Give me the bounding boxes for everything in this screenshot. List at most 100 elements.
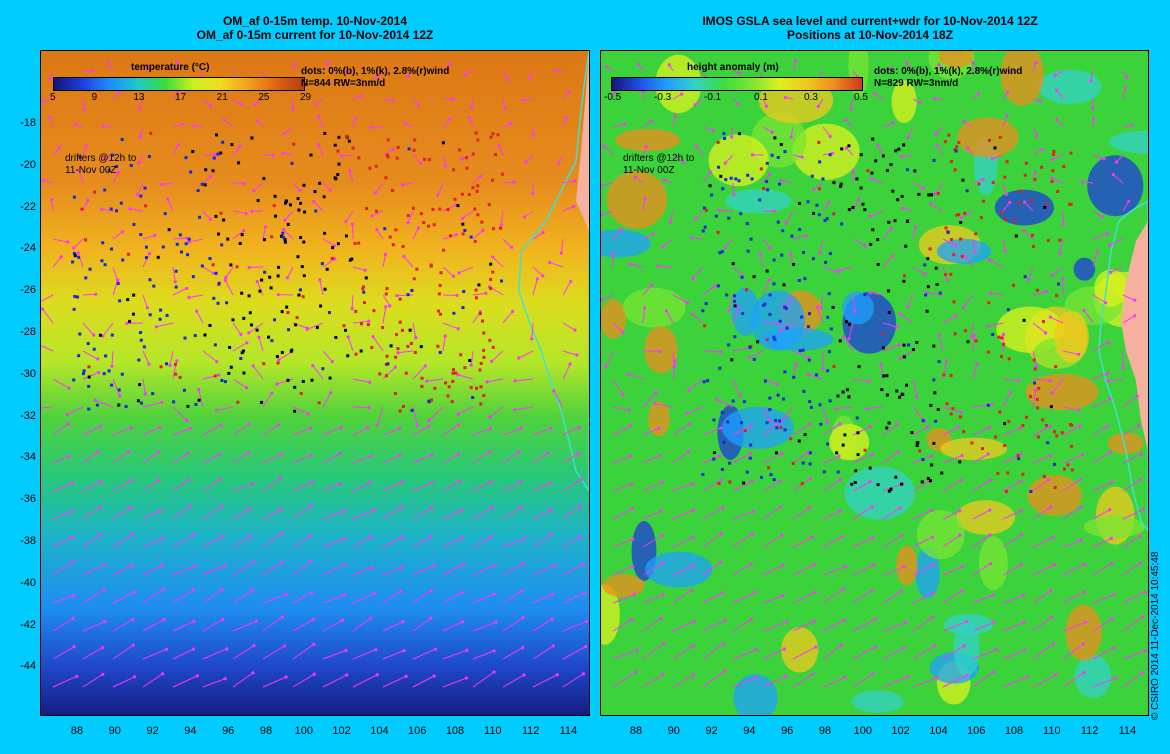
vector-head bbox=[175, 359, 179, 363]
current-vector bbox=[41, 294, 54, 302]
drifter-dot bbox=[900, 482, 904, 486]
drifter-dot bbox=[72, 307, 76, 311]
drifter-dot bbox=[1021, 423, 1025, 427]
current-vector bbox=[762, 564, 784, 576]
drifter-dot bbox=[894, 149, 898, 153]
drifter-dot bbox=[1041, 320, 1045, 324]
vector-head bbox=[784, 221, 788, 225]
current-vector bbox=[412, 507, 433, 520]
vector-head bbox=[342, 537, 346, 541]
drifter-dot bbox=[962, 430, 966, 434]
drifter-dot bbox=[963, 329, 967, 333]
current-vector bbox=[232, 589, 254, 604]
vector-head bbox=[406, 221, 410, 225]
current-vector bbox=[912, 480, 929, 492]
drifter-dot bbox=[781, 229, 785, 233]
current-vector bbox=[1092, 538, 1112, 548]
vector-head bbox=[513, 379, 517, 383]
drifter-dot bbox=[228, 345, 232, 349]
drifter-dot bbox=[344, 234, 348, 238]
current-vector bbox=[562, 478, 582, 492]
current-vector bbox=[172, 648, 194, 660]
drifter-dot bbox=[887, 220, 891, 224]
drifter-dot bbox=[496, 133, 500, 137]
vector-head bbox=[168, 363, 172, 367]
drifter-dot bbox=[269, 286, 273, 290]
current-vector bbox=[142, 564, 163, 576]
current-vector bbox=[382, 506, 402, 520]
temperature-map[interactable]: temperature (°C) 5 9 13 17 21 25 29 dots: 0%(b… bbox=[40, 50, 590, 716]
vector-head bbox=[456, 452, 461, 456]
vector-head bbox=[512, 180, 516, 184]
vector-head bbox=[933, 96, 937, 101]
drifter-dot bbox=[955, 213, 959, 217]
longitude-label: 104 bbox=[370, 725, 389, 737]
vector-head bbox=[865, 407, 869, 411]
drifter-dot bbox=[273, 318, 277, 322]
current-vector bbox=[502, 590, 523, 604]
current-vector bbox=[376, 229, 384, 240]
vector-head bbox=[890, 66, 894, 71]
drifter-dot bbox=[712, 457, 716, 461]
vector-head bbox=[657, 426, 661, 430]
drifter-dot bbox=[745, 222, 749, 226]
vector-head bbox=[819, 306, 823, 310]
vector-head bbox=[806, 372, 810, 377]
vector-head bbox=[869, 589, 874, 593]
current-vector bbox=[472, 451, 491, 464]
current-vector bbox=[942, 590, 962, 604]
drifter-dot bbox=[374, 164, 378, 168]
vector-head bbox=[868, 425, 872, 429]
drifter-dot bbox=[475, 189, 479, 193]
drifter-dot bbox=[749, 237, 753, 241]
vector-head bbox=[185, 451, 190, 455]
current-vector bbox=[167, 198, 174, 212]
vector-head bbox=[899, 534, 904, 538]
current-vector bbox=[442, 592, 462, 604]
drifter-dot bbox=[115, 165, 119, 169]
current-vector bbox=[562, 281, 572, 296]
current-vectors-right bbox=[601, 59, 1147, 688]
current-vector bbox=[612, 322, 624, 333]
drifter-dot bbox=[117, 388, 121, 392]
drifter-dot bbox=[296, 255, 300, 259]
current-vector bbox=[458, 266, 474, 274]
vector-head bbox=[630, 482, 634, 486]
vector-head bbox=[309, 591, 314, 595]
current-vector bbox=[822, 644, 842, 660]
sea-level-map[interactable]: height anomaly (m) -0.5 -0.3 -0.1 0.1 0.3 0.5… bbox=[600, 50, 1149, 716]
vector-head bbox=[281, 227, 286, 232]
drifter-dot bbox=[840, 222, 844, 226]
current-vector bbox=[202, 564, 226, 576]
vector-head bbox=[691, 312, 695, 316]
drifter-dot bbox=[772, 335, 776, 339]
current-vector bbox=[262, 594, 287, 604]
vector-head bbox=[1023, 200, 1027, 204]
longitude-label: 114 bbox=[1118, 725, 1137, 737]
drifter-dot bbox=[808, 462, 812, 466]
drifter-dot bbox=[778, 319, 782, 323]
current-vector bbox=[912, 182, 924, 189]
drifter-dot bbox=[463, 366, 467, 370]
drifter-dot bbox=[826, 442, 830, 446]
vector-head bbox=[193, 564, 197, 568]
current-vector bbox=[601, 210, 614, 217]
current-vector bbox=[907, 126, 914, 138]
copyright-timestamp: © CSIRO 2014 11-Dec-2014 10:45:48 bbox=[1150, 551, 1161, 720]
vector-head bbox=[433, 647, 437, 651]
vector-head bbox=[962, 644, 966, 648]
land-australia-right bbox=[1121, 221, 1148, 451]
drifter-dot bbox=[438, 312, 442, 316]
vector-head bbox=[280, 615, 285, 619]
drifter-dot bbox=[412, 277, 416, 281]
vector-head bbox=[402, 649, 406, 653]
current-vector bbox=[172, 452, 188, 464]
current-vector bbox=[489, 406, 504, 418]
current-vector bbox=[852, 294, 856, 312]
current-vector bbox=[382, 675, 407, 688]
vector-head bbox=[736, 102, 741, 106]
vector-head bbox=[727, 309, 731, 313]
vector-head bbox=[825, 421, 829, 425]
drifter-dot bbox=[136, 399, 140, 403]
drifter-dot bbox=[500, 279, 504, 283]
